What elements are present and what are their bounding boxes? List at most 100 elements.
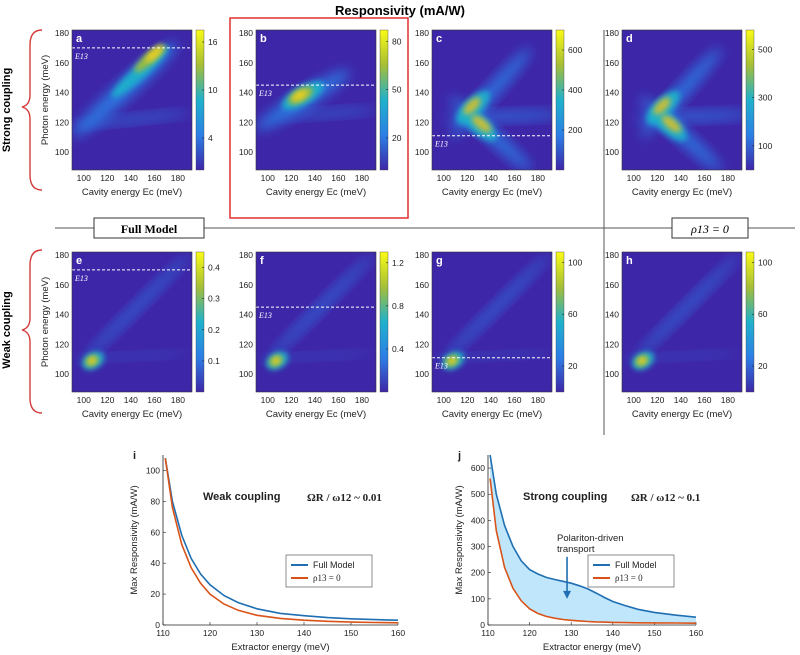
y-axis-label: Max Responsivity (mA/W)	[129, 485, 140, 594]
colorbar-tick-label: 60	[758, 309, 768, 319]
x-tick-label: 130	[564, 628, 578, 638]
x-axis-label: Cavity energy Ec (meV)	[266, 409, 366, 420]
y-tick-label: 180	[55, 250, 69, 260]
y-tick-label: 100	[55, 147, 69, 157]
full-model-label: Full Model	[121, 222, 178, 236]
x-tick-label: 120	[460, 173, 474, 183]
x-tick-label: 150	[647, 628, 661, 638]
annotation-line1: Polariton-driven	[557, 533, 624, 544]
series-line-full-model	[165, 458, 398, 620]
colorbar	[746, 30, 754, 170]
y-tick-label: 120	[239, 117, 253, 127]
heatmap-panel-f: E13f100 120 140 160 180100120140160180Cavity…	[239, 250, 404, 420]
x-tick-label: 180	[721, 395, 735, 405]
x-tick-label: 140	[124, 173, 138, 183]
y-tick-label: 120	[239, 339, 253, 349]
coupling-ratio: ΩR / ω12 ~ 0.01	[307, 492, 382, 504]
x-axis-label: Cavity energy Ec (meV)	[82, 187, 182, 198]
y-tick-label: 140	[239, 310, 253, 320]
figure-title: Responsivity (mA/W)	[335, 3, 465, 18]
colorbar-tick-label: 100	[758, 257, 772, 267]
heatmap-panel-g: E13 g 100 120 140 160 180 100 120 140 160 180 Cavity…	[415, 250, 583, 420]
x-tick-label: 100	[437, 395, 451, 405]
heatmap-background	[72, 30, 192, 170]
x-tick-label: 180	[531, 173, 545, 183]
colorbar-tick-label: 20	[392, 133, 402, 143]
svg-text:Strong coupling: Strong coupling	[1, 68, 13, 152]
y-tick-label: 120	[415, 339, 429, 349]
y-tick-label: 100	[415, 369, 429, 379]
colorbar-tick-label: 0.3	[208, 294, 220, 304]
y-tick-label: 160	[239, 280, 253, 290]
x-tick-label: 180	[355, 395, 369, 405]
x-tick-label: 100	[77, 395, 91, 405]
x-tick-label: 180	[171, 395, 185, 405]
colorbar-tick-label: 16	[208, 37, 218, 47]
panel-title: Strong coupling	[523, 491, 607, 503]
e13-label: E13	[258, 89, 272, 98]
x-axis-label: Cavity energy Ec (meV)	[442, 409, 542, 420]
y-tick-label: 120	[55, 339, 69, 349]
y-tick-label: 140	[415, 88, 429, 98]
x-tick-label: 140	[308, 173, 322, 183]
weak-row-label: Weak coupling	[1, 250, 42, 413]
x-tick-label: 120	[284, 173, 298, 183]
colorbar-tick-label: 0.2	[208, 325, 220, 335]
y-tick-label: 120	[55, 117, 69, 127]
y-tick-label: 200	[471, 568, 485, 578]
y-tick-label: 0	[155, 620, 160, 630]
annotation-line2: transport	[557, 544, 595, 555]
x-tick-label: 100	[627, 395, 641, 405]
y-tick-label: 40	[151, 558, 161, 568]
series-line-rho13-zero	[165, 458, 398, 623]
y-tick-label: 160	[55, 58, 69, 68]
e13-label: E13	[74, 52, 88, 61]
x-tick-label: 120	[523, 628, 537, 638]
y-tick-label: 500	[471, 489, 485, 499]
x-tick-label: 180	[355, 173, 369, 183]
rho13-zero-label: ρ13 = 0	[690, 222, 729, 236]
x-axis-label: Extractor energy (meV)	[543, 642, 641, 653]
y-tick-label: 140	[55, 310, 69, 320]
panel-letter: g	[436, 255, 443, 267]
x-tick-label: 100	[627, 173, 641, 183]
x-tick-label: 160	[331, 173, 345, 183]
y-tick-label: 300	[471, 542, 485, 552]
colorbar-tick-label: 60	[568, 309, 578, 319]
svg-text:Weak coupling: Weak coupling	[1, 291, 13, 368]
colorbar-tick-label: 0.4	[392, 344, 404, 354]
colorbar	[746, 252, 754, 392]
panel-letter: f	[260, 255, 264, 267]
legend-label: ρ13 = 0	[313, 573, 341, 583]
heatmap-panel-a: E13a100 120 140 160 180100120140160180Cavity…	[40, 28, 218, 198]
colorbar	[196, 252, 204, 392]
x-tick-label: 140	[674, 173, 688, 183]
coupling-ratio: ΩR / ω12 ~ 0.1	[631, 492, 700, 504]
x-tick-label: 180	[531, 395, 545, 405]
x-tick-label: 160	[331, 395, 345, 405]
x-tick-label: 160	[697, 395, 711, 405]
y-tick-label: 140	[605, 88, 619, 98]
e13-label: E13	[434, 140, 448, 149]
x-tick-label: 140	[297, 628, 311, 638]
y-tick-label: 100	[471, 594, 485, 604]
y-tick-label: 180	[239, 28, 253, 38]
y-tick-label: 160	[605, 280, 619, 290]
panel-letter: h	[626, 255, 633, 267]
colorbar	[380, 30, 388, 170]
y-tick-label: 20	[151, 589, 161, 599]
x-tick-label: 180	[721, 173, 735, 183]
panel-letter: b	[260, 33, 267, 45]
colorbar-tick-label: 500	[758, 44, 772, 54]
y-tick-label: 120	[415, 117, 429, 127]
colorbar-tick-label: 20	[568, 361, 578, 371]
x-tick-label: 160	[147, 173, 161, 183]
y-tick-label: 180	[55, 28, 69, 38]
colorbar-tick-label: 4	[208, 133, 213, 143]
y-tick-label: 180	[605, 28, 619, 38]
heatmap-panel-e: E13e100 120 140 160 180100120140160180Cavity…	[40, 250, 220, 420]
heatmap-panel-b: E13 b 100 120 140 160 180 100 120 140 160 180 Cavity…	[230, 18, 408, 218]
x-tick-label: 140	[606, 628, 620, 638]
x-tick-label: 160	[391, 628, 405, 638]
x-tick-label: 160	[697, 173, 711, 183]
